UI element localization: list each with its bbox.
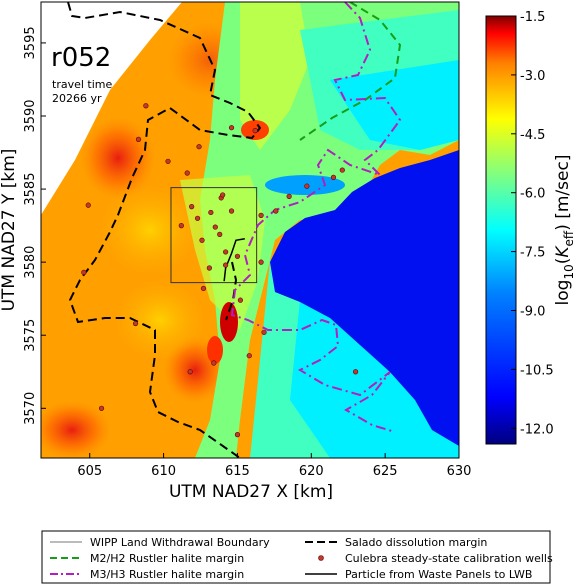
legend-swatch-wells bbox=[318, 555, 324, 561]
calibration-well-39 bbox=[258, 259, 264, 265]
calibration-well-38 bbox=[220, 192, 226, 198]
calibration-well-6 bbox=[252, 128, 258, 134]
colorbar bbox=[485, 15, 517, 445]
calibration-well-11 bbox=[194, 215, 201, 221]
y-tick-label: 3570 bbox=[23, 392, 38, 425]
calibration-well-30 bbox=[200, 285, 207, 292]
y-tick-label: 3595 bbox=[23, 26, 38, 59]
legend-item-particle: Particle from Waste Panels to LWB bbox=[305, 568, 532, 581]
calibration-well-21 bbox=[228, 208, 235, 214]
calibration-well-8 bbox=[85, 202, 91, 208]
calibration-well-36 bbox=[98, 405, 105, 411]
calibration-well-40 bbox=[234, 432, 241, 438]
y-tick-label: 3590 bbox=[23, 99, 38, 132]
chart-title: r052 bbox=[51, 43, 111, 73]
y-tick-label: 3580 bbox=[23, 246, 38, 279]
calibration-well-33 bbox=[211, 360, 217, 366]
calibration-well-4 bbox=[196, 144, 202, 150]
x-tick-label: 610 bbox=[151, 464, 176, 479]
calibration-well-13 bbox=[212, 224, 218, 230]
calibration-well-2 bbox=[135, 136, 142, 142]
legend-item-wells: Culebra steady-state calibration wells bbox=[318, 552, 553, 565]
m3-h3-rustler-halite-margin bbox=[230, 2, 402, 433]
calibration-well-24 bbox=[286, 193, 292, 199]
y-axis-label: UTM NAD27 Y [km] bbox=[0, 149, 19, 312]
x-tick-label: 630 bbox=[447, 464, 472, 479]
calibration-well-27 bbox=[339, 167, 345, 173]
calibration-well-29 bbox=[261, 329, 267, 335]
colorbar-tick-label: -9.0 bbox=[520, 304, 545, 319]
colorbar-tick-label: -4.5 bbox=[520, 128, 545, 143]
calibration-well-35 bbox=[132, 320, 139, 327]
travel-time-label: travel time bbox=[52, 78, 112, 91]
calibration-well-26 bbox=[330, 174, 337, 180]
calibration-well-7 bbox=[81, 269, 87, 275]
calibration-well-34 bbox=[187, 369, 193, 375]
plot-frame bbox=[40, 1, 460, 459]
colorbar-tick-label: -3.0 bbox=[520, 69, 545, 84]
colorbar-tick-label: -7.5 bbox=[520, 246, 545, 261]
calibration-well-12 bbox=[208, 209, 214, 216]
particle-path-waste-panels-to-lwb bbox=[223, 238, 245, 282]
calibration-well-15 bbox=[199, 237, 205, 243]
x-tick-label: 625 bbox=[373, 464, 398, 479]
calibration-well-19 bbox=[178, 223, 184, 229]
calibration-well-23 bbox=[273, 208, 279, 214]
calibration-well-22 bbox=[258, 212, 264, 218]
salado-dissolution-margin bbox=[67, 2, 262, 458]
travel-time-value: 20266 yr bbox=[52, 92, 102, 105]
x-tick-label: 615 bbox=[225, 464, 250, 479]
y-tick-label: 3575 bbox=[23, 319, 38, 352]
legend-item-m2h2: M2/H2 Rustler halite margin bbox=[50, 552, 244, 565]
y-tick-label: 3585 bbox=[23, 173, 38, 206]
calibration-well-9 bbox=[184, 170, 190, 176]
calibration-well-5 bbox=[228, 125, 235, 131]
calibration-well-3 bbox=[165, 158, 171, 164]
calibration-well-25 bbox=[304, 183, 310, 189]
wipp-land-withdrawal-boundary bbox=[170, 187, 258, 284]
legend-item-m3h3: M3/H3 Rustler halite margin bbox=[50, 568, 244, 581]
colorbar-tick-label: -6.0 bbox=[520, 187, 545, 202]
x-tick-label: 620 bbox=[299, 464, 324, 479]
legend-label-salado: Salado dissolution margin bbox=[345, 536, 487, 549]
calibration-well-17 bbox=[223, 249, 229, 255]
legend-label-wells: Culebra steady-state calibration wells bbox=[345, 552, 553, 565]
legend-box bbox=[41, 530, 551, 584]
colorbar-tick-label: -12.0 bbox=[520, 422, 554, 437]
colorbar-tick-label: -10.5 bbox=[520, 363, 554, 378]
m2-h2-rustler-halite-margin bbox=[299, 2, 402, 141]
x-tick-label: 605 bbox=[77, 464, 102, 479]
legend-label-particle: Particle from Waste Panels to LWB bbox=[345, 568, 532, 581]
calibration-well-18 bbox=[206, 265, 212, 271]
calibration-well-28 bbox=[237, 297, 243, 303]
legend-label-m2h2: M2/H2 Rustler halite margin bbox=[90, 552, 244, 565]
legend-label-m3h3: M3/H3 Rustler halite margin bbox=[90, 568, 244, 581]
colorbar-tick-label: -1.5 bbox=[520, 10, 545, 25]
calibration-well-16 bbox=[217, 231, 223, 237]
legend-label-wipp: WIPP Land Withdrawal Boundary bbox=[90, 536, 270, 549]
x-axis-label: UTM NAD27 X [km] bbox=[169, 482, 333, 502]
calibration-well-32 bbox=[246, 353, 252, 359]
calibration-well-20 bbox=[234, 253, 241, 259]
calibration-well-31 bbox=[223, 262, 229, 268]
calibration-well-1 bbox=[143, 103, 149, 109]
calibration-well-37 bbox=[353, 369, 359, 375]
legend-item-salado: Salado dissolution margin bbox=[305, 536, 487, 549]
legend-item-wipp: WIPP Land Withdrawal Boundary bbox=[50, 536, 270, 549]
colorbar-label: log10(Keff) [m/sec] bbox=[553, 155, 576, 306]
calibration-well-10 bbox=[189, 204, 195, 210]
